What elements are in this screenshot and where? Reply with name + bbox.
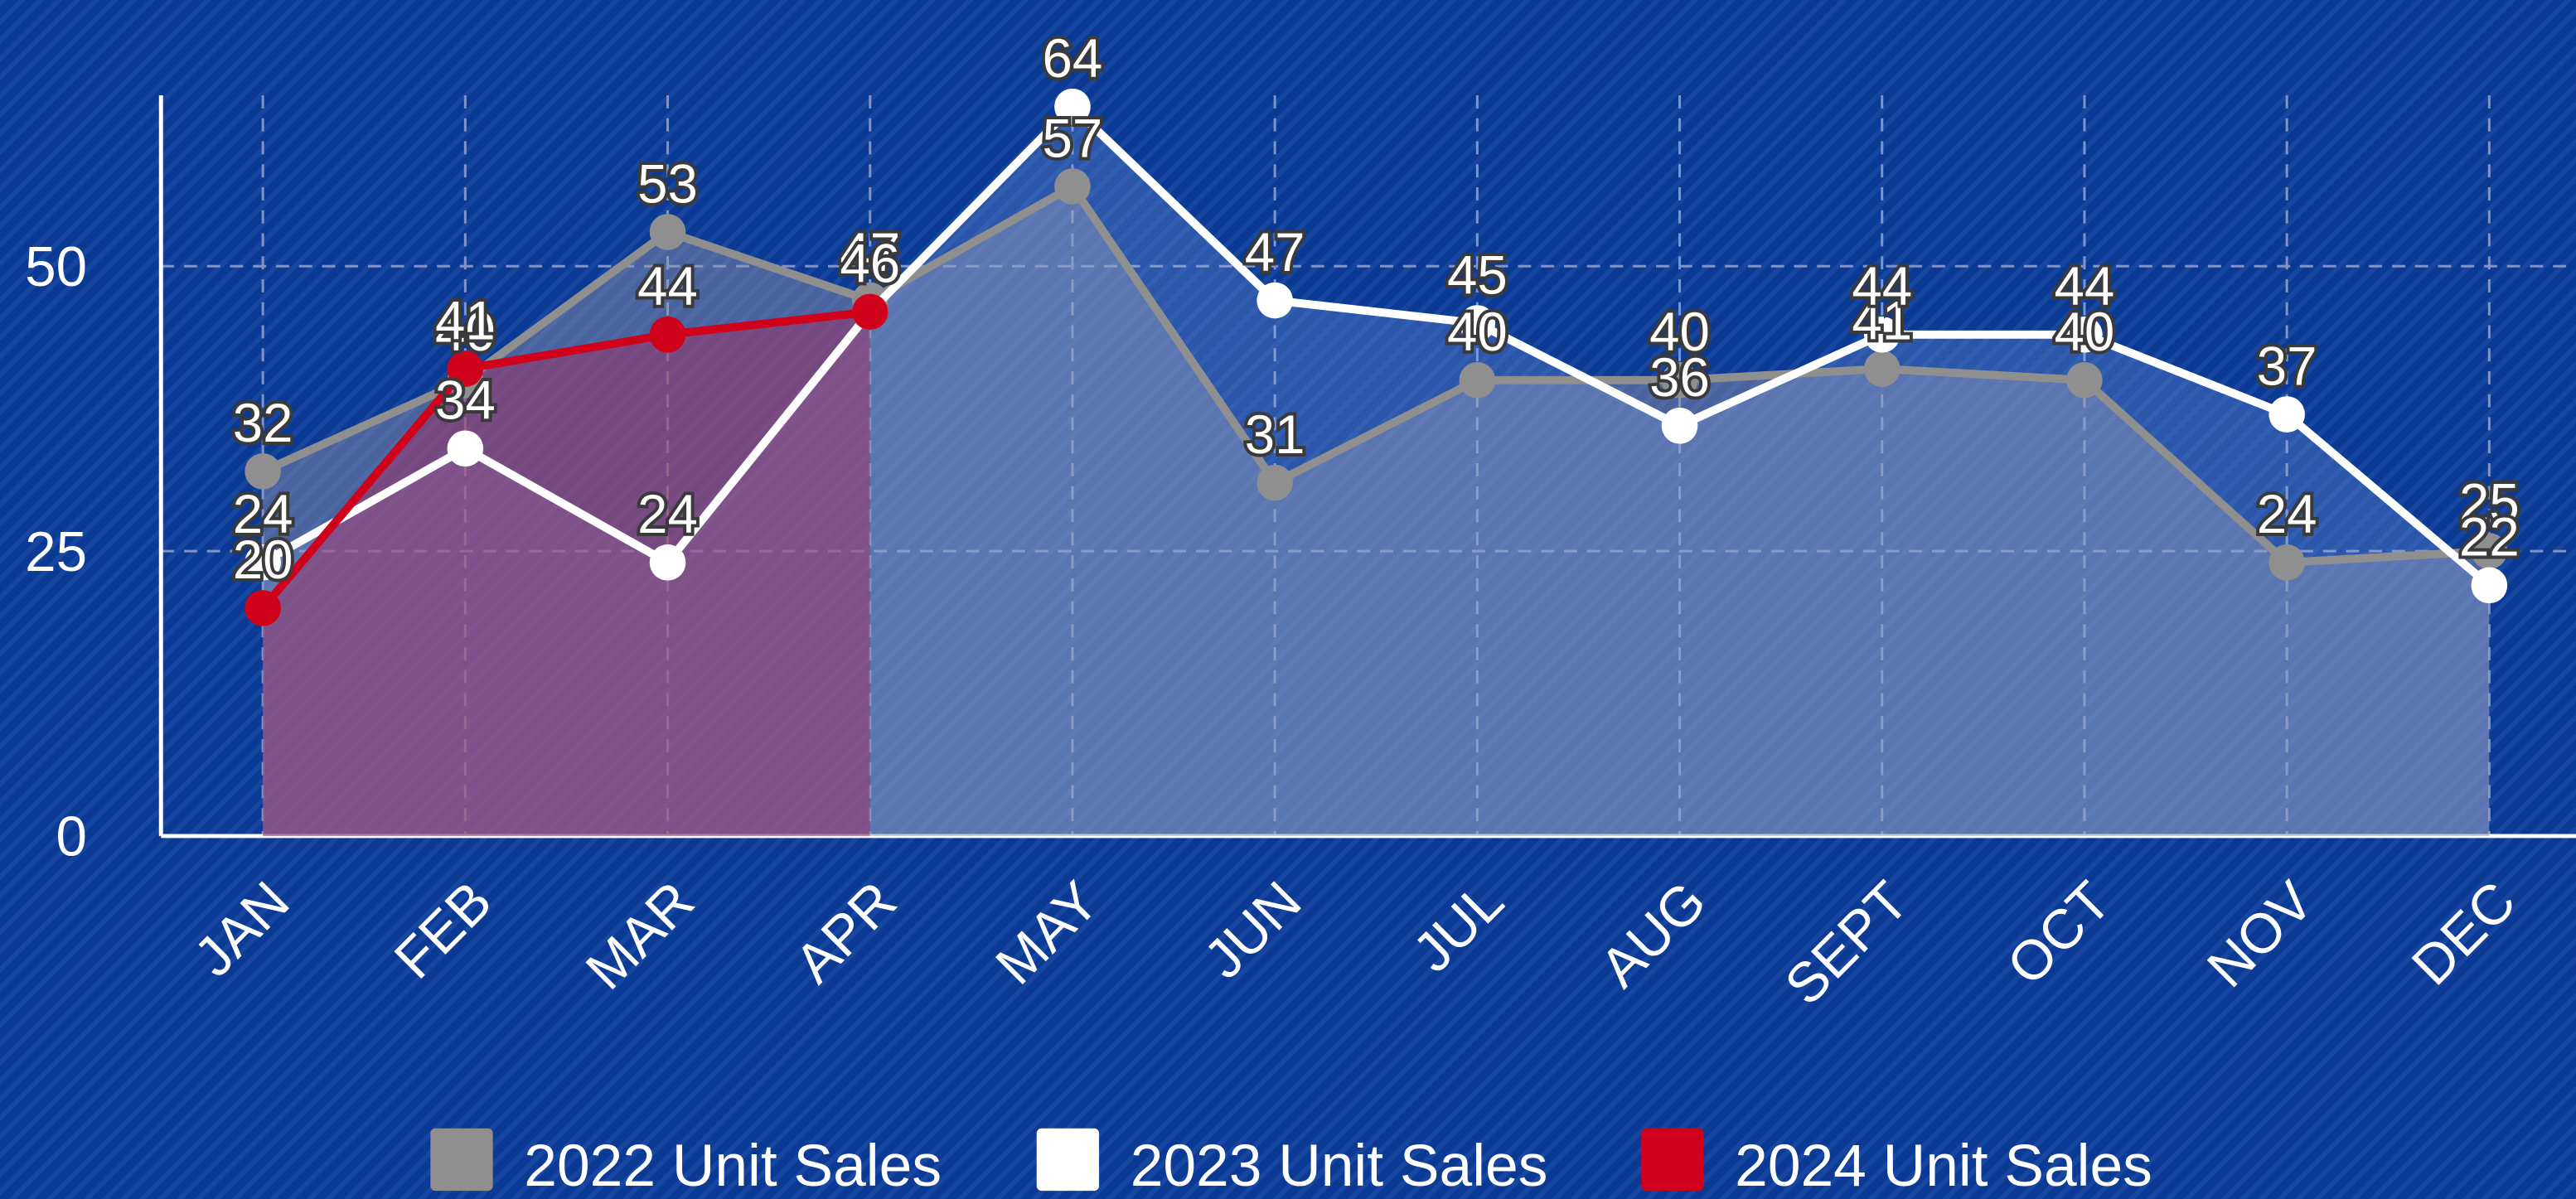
data-label: 40 [1447,302,1508,362]
point [649,544,686,581]
data-label: 37 [2257,336,2317,396]
data-label: 40 [2055,302,2115,362]
data-label: 46 [840,234,900,294]
point [1257,464,1293,501]
y-tick-label: 25 [25,521,87,583]
point [447,351,484,387]
point [1661,408,1698,444]
point [2471,533,2508,569]
legend-swatch [1036,1128,1100,1192]
point [1863,351,1901,387]
point [649,214,686,250]
data-label: 36 [1649,347,1710,408]
point [2471,567,2508,604]
data-label: 22 [2459,507,2520,568]
data-label: 47 [1245,222,1305,283]
point [649,316,686,353]
point [245,590,281,626]
data-label: 24 [2257,484,2317,544]
data-label: 40 [1649,302,1710,362]
data-label: 44 [2055,256,2115,317]
data-label: 41 [435,290,496,351]
legend-swatch [430,1128,493,1192]
legend-label: 2022 Unit Sales [524,1133,942,1199]
data-label: 45 [1447,244,1508,305]
area [263,186,2490,836]
data-label: 20 [233,529,293,590]
point [245,453,281,490]
data-label: 53 [637,153,698,214]
point [1863,316,1901,353]
point [1054,88,1091,125]
data-label: 44 [1852,256,1912,317]
data-label: 47 [840,222,900,283]
point [2066,362,2103,399]
y-tick-label: 50 [25,236,87,298]
area [263,106,2490,836]
point [2269,396,2305,433]
line [260,102,2492,589]
data-label: 57 [1043,108,1103,168]
data-label: 32 [233,393,293,453]
data-label: 24 [233,484,293,544]
point [1257,282,1293,319]
point [1661,362,1698,399]
line [259,307,871,612]
data-label: 64 [1043,28,1103,89]
area [263,312,870,836]
point [2066,316,2103,353]
point [1459,362,1496,399]
point [1459,305,1496,341]
line [261,182,2490,567]
legend-label: 2023 Unit Sales [1131,1133,1548,1199]
data-label: 41 [1852,290,1912,351]
data-label: 44 [637,256,698,317]
data-label: 24 [637,484,698,544]
y-tick-label: 0 [56,806,87,868]
data-label: 40 [435,302,496,362]
data-label: 34 [435,370,496,431]
point [245,544,281,581]
point [2269,544,2305,581]
legend-swatch [1641,1128,1704,1192]
point [851,293,889,331]
data-label: 46 [840,234,900,294]
legend-label: 2024 Unit Sales [1735,1133,2152,1199]
point [1054,168,1091,205]
point [447,430,484,467]
data-label: 31 [1245,404,1305,465]
data-label: 25 [2459,472,2520,533]
